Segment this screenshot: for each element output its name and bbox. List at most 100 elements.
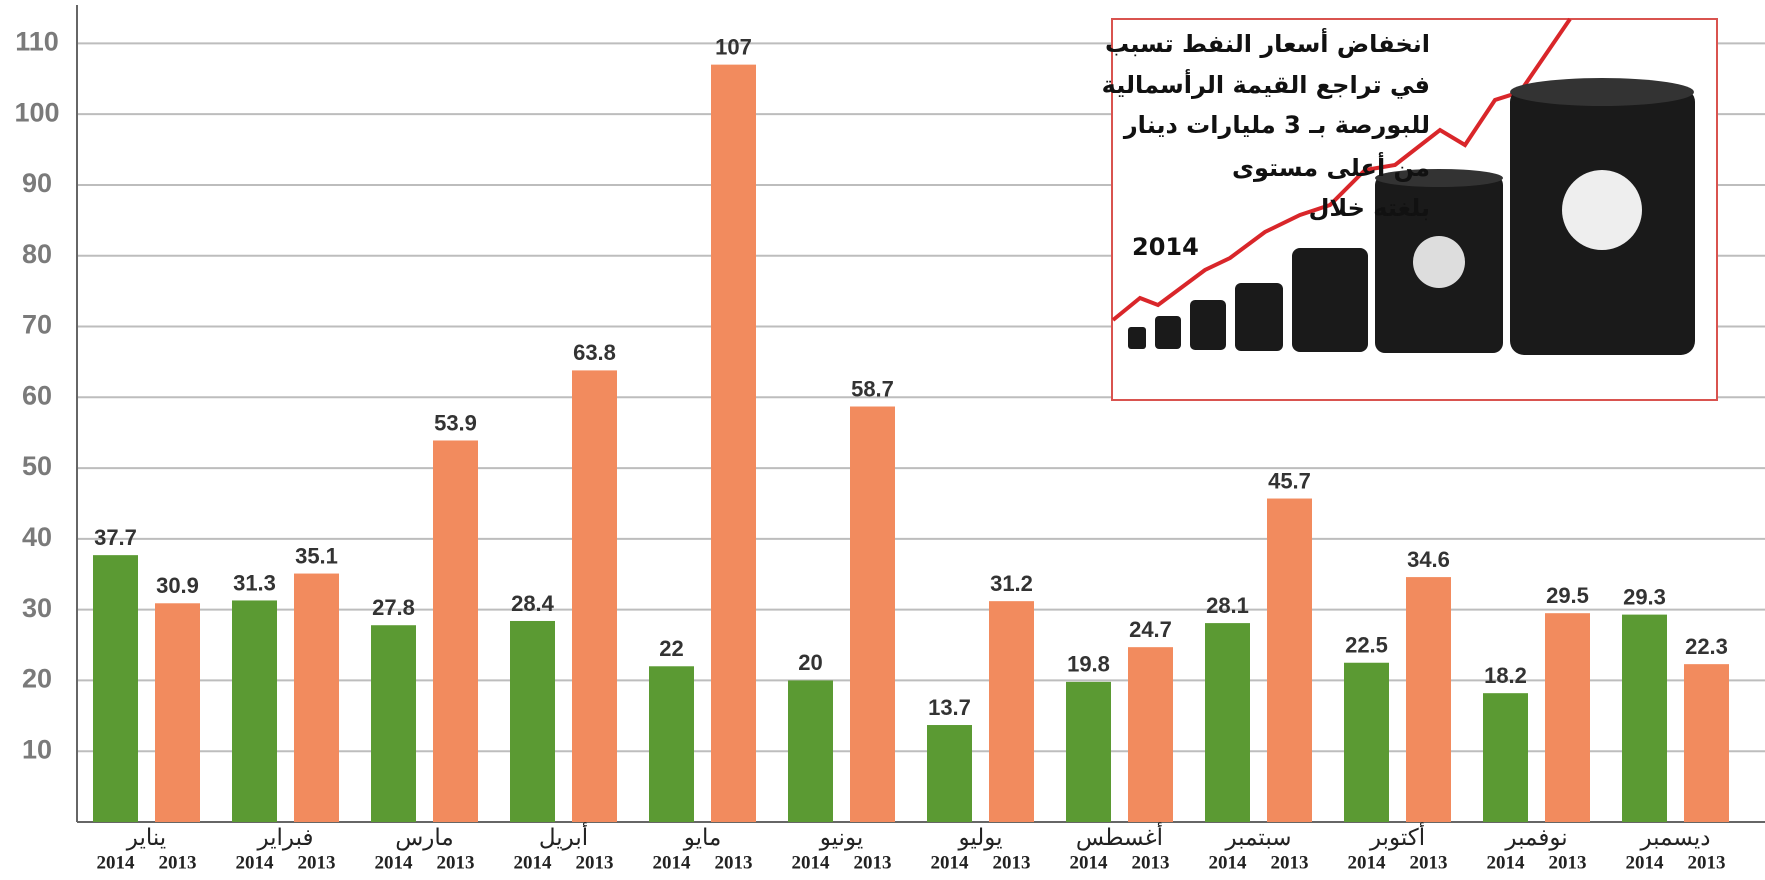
annotation: من أعلى مستوى xyxy=(1232,152,1430,182)
value-label: 22.5 xyxy=(1345,633,1388,658)
value-label: 63.8 xyxy=(573,340,616,365)
x-tick-label: يونيو xyxy=(819,825,864,851)
series-label: 2013 xyxy=(1410,852,1448,873)
bar xyxy=(1066,681,1111,822)
value-label: 19.8 xyxy=(1067,652,1110,677)
series-label: 2013 xyxy=(715,852,753,873)
series-label: 2014 xyxy=(97,852,136,873)
value-label: 28.4 xyxy=(511,591,555,616)
bar xyxy=(1684,664,1729,822)
y-tick-label: 100 xyxy=(14,97,59,127)
x-tick-label: مارس xyxy=(395,825,454,851)
x-tick-label: مايو xyxy=(683,825,722,851)
value-label: 13.7 xyxy=(928,695,971,720)
series-label: 2013 xyxy=(1132,852,1170,873)
value-label: 27.8 xyxy=(372,595,415,620)
bar xyxy=(510,620,555,822)
value-label: 20 xyxy=(798,650,822,675)
bar xyxy=(1483,693,1528,822)
value-label: 35.1 xyxy=(295,543,338,568)
value-label: 34.6 xyxy=(1407,547,1450,572)
y-tick-label: 110 xyxy=(15,27,59,57)
bar xyxy=(433,440,478,822)
x-tick-label: أبريل xyxy=(539,822,588,851)
y-tick-label: 50 xyxy=(22,451,52,481)
value-label: 18.2 xyxy=(1484,663,1527,688)
series-label: 2013 xyxy=(298,852,336,873)
bar xyxy=(1344,662,1389,822)
bar xyxy=(1267,498,1312,822)
series-label: 2014 xyxy=(792,852,831,873)
bar xyxy=(1545,613,1590,822)
series-label: 2014 xyxy=(1626,852,1665,873)
series-label: 2013 xyxy=(437,852,475,873)
y-tick-label: 60 xyxy=(22,380,52,410)
y-tick-label: 90 xyxy=(22,168,52,198)
x-tick-label: يوليو xyxy=(957,825,1002,851)
series-label: 2013 xyxy=(1549,852,1587,873)
series-label: 2014 xyxy=(931,852,970,873)
trend-line xyxy=(1111,17,1572,322)
series-label: 2013 xyxy=(1271,852,1309,873)
bar xyxy=(155,603,200,822)
series-label: 2014 xyxy=(1070,852,1109,873)
bar xyxy=(1406,577,1451,822)
bar xyxy=(989,601,1034,822)
value-label: 45.7 xyxy=(1268,468,1311,493)
value-label: 29.3 xyxy=(1623,584,1666,609)
series-label: 2013 xyxy=(1688,852,1726,873)
y-tick-label: 80 xyxy=(22,239,52,269)
bar xyxy=(1205,623,1250,822)
series-label: 2013 xyxy=(159,852,197,873)
x-tick-label: ديسمبر xyxy=(1639,825,1710,851)
y-tick-label: 20 xyxy=(22,664,52,694)
bar xyxy=(850,406,895,822)
value-label: 31.3 xyxy=(233,570,276,595)
value-label: 22 xyxy=(659,636,683,661)
value-label: 22.3 xyxy=(1685,634,1728,659)
value-label: 28.1 xyxy=(1206,593,1249,618)
x-tick-label: أكتوبر xyxy=(1369,822,1425,851)
value-label: 24.7 xyxy=(1129,617,1172,642)
y-tick-label: 30 xyxy=(22,593,52,623)
series-label: 2014 xyxy=(1348,852,1387,873)
y-tick-label: 10 xyxy=(22,734,52,764)
y-tick-label: 70 xyxy=(22,310,52,340)
annotation: في تراجع القيمة الرأسمالية xyxy=(1102,69,1430,99)
value-label: 107 xyxy=(715,34,752,59)
x-tick-label: نوفمبر xyxy=(1504,825,1567,851)
x-tick-label: فبراير xyxy=(256,825,313,851)
value-label: 29.5 xyxy=(1546,583,1589,608)
series-label: 2014 xyxy=(653,852,692,873)
series-label: 2014 xyxy=(375,852,414,873)
bar xyxy=(232,600,277,822)
x-tick-label: يناير xyxy=(126,825,166,851)
value-label: 37.7 xyxy=(94,525,137,550)
inset-image xyxy=(1111,17,1718,401)
annotation: 2014 xyxy=(1132,233,1199,261)
bar xyxy=(371,625,416,822)
bar xyxy=(1622,614,1667,822)
series-label: 2014 xyxy=(1487,852,1526,873)
x-tick-label: سبتمبر xyxy=(1224,825,1291,851)
annotation: انخفاض أسعار النفط تسبب xyxy=(1105,28,1430,58)
annotation: للبورصة بـ 3 مليارات دينار xyxy=(1123,111,1430,139)
x-tick-label: أغسطس xyxy=(1076,822,1163,851)
series-label: 2014 xyxy=(1209,852,1248,873)
value-label: 53.9 xyxy=(434,410,477,435)
series-label: 2013 xyxy=(854,852,892,873)
bar xyxy=(927,725,972,822)
drop-icon xyxy=(1562,170,1642,250)
series-label: 2013 xyxy=(576,852,614,873)
value-label: 30.9 xyxy=(156,573,199,598)
value-label: 58.7 xyxy=(851,376,894,401)
value-label: 31.2 xyxy=(990,571,1033,596)
annotation: بلغته خلال xyxy=(1309,194,1430,222)
bar xyxy=(1128,647,1173,822)
bar xyxy=(294,573,339,822)
drop-icon xyxy=(1413,236,1465,288)
series-label: 2014 xyxy=(236,852,275,873)
series-label: 2014 xyxy=(514,852,553,873)
bar xyxy=(93,555,138,822)
